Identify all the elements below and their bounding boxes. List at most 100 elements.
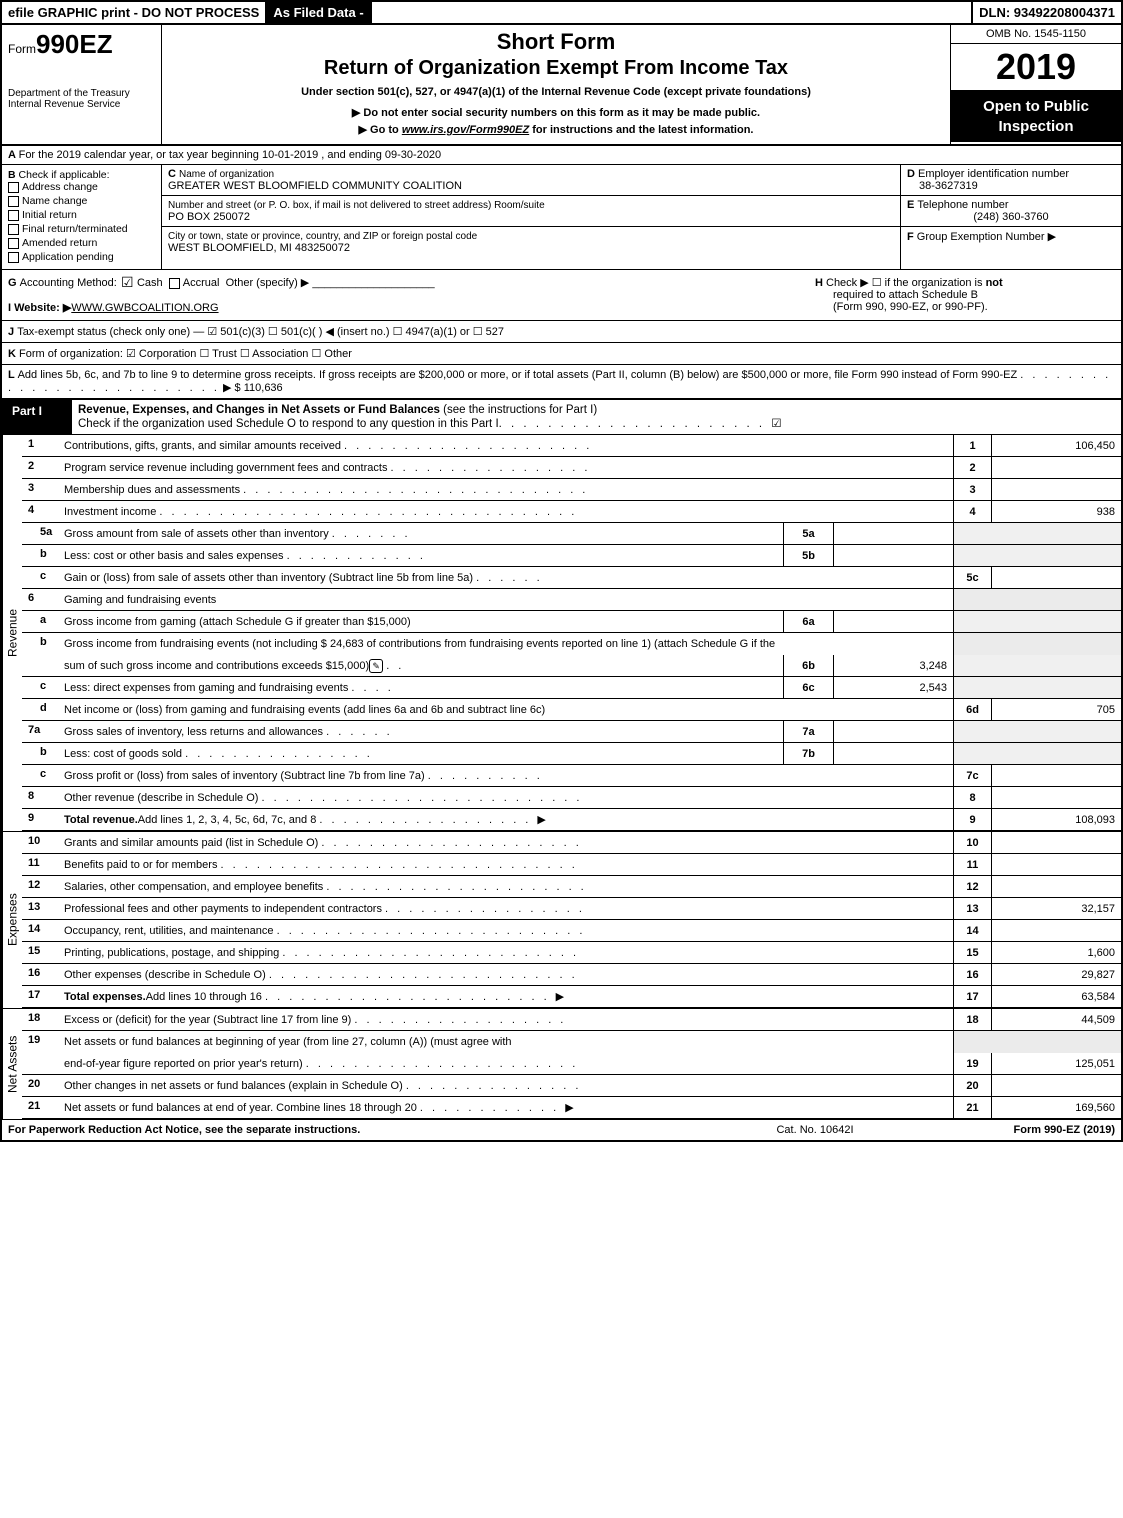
netassets-label: Net Assets bbox=[2, 1009, 22, 1119]
line-b: bLess: cost or other basis and sales exp… bbox=[22, 545, 1121, 567]
row-gh: G Accounting Method: Cash Accrual Other … bbox=[2, 270, 1121, 321]
line-box: 16 bbox=[953, 964, 991, 985]
d-grp-block: F Group Exemption Number ▶ bbox=[901, 227, 1121, 246]
tel: (248) 360-3760 bbox=[907, 211, 1115, 223]
line-19: 19Net assets or fund balances at beginni… bbox=[22, 1031, 1121, 1053]
line-6: 6Gaming and fundraising events bbox=[22, 589, 1121, 611]
chk-pending[interactable] bbox=[8, 252, 19, 263]
title-short-form: Short Form bbox=[172, 29, 940, 55]
footer-right: Form 990-EZ (2019) bbox=[915, 1124, 1115, 1136]
d-grp-label: Group Exemption Number ▶ bbox=[917, 231, 1056, 243]
c-name-label: Name of organization bbox=[179, 169, 274, 180]
h-text2: required to attach Schedule B bbox=[815, 289, 978, 301]
part1-label: Part I bbox=[2, 400, 72, 434]
line-num: 21 bbox=[22, 1097, 60, 1118]
line-num: b bbox=[22, 545, 60, 566]
chk-name[interactable] bbox=[8, 196, 19, 207]
line-box: 15 bbox=[953, 942, 991, 963]
line-val: 44,509 bbox=[991, 1009, 1121, 1030]
line-text: Contributions, gifts, grants, and simila… bbox=[60, 435, 953, 456]
b-item-4: Amended return bbox=[22, 237, 97, 249]
chk-final[interactable] bbox=[8, 224, 19, 235]
line-8: 8Other revenue (describe in Schedule O) … bbox=[22, 787, 1121, 809]
asfiled-label: As Filed Data - bbox=[267, 2, 371, 23]
line-text: Excess or (deficit) for the year (Subtra… bbox=[60, 1009, 953, 1030]
line-num bbox=[22, 1053, 60, 1074]
d-ein-label: Employer identification number bbox=[918, 168, 1069, 180]
website-url[interactable]: WWW.GWBCOALITION.ORG bbox=[71, 302, 218, 314]
line-box: 4 bbox=[953, 501, 991, 522]
line-num: 20 bbox=[22, 1075, 60, 1096]
line-text: Less: cost of goods sold . . . . . . . .… bbox=[60, 743, 783, 764]
line-text: Other expenses (describe in Schedule O) … bbox=[60, 964, 953, 985]
line-box: 5c bbox=[953, 567, 991, 588]
line-12: 12Salaries, other compensation, and empl… bbox=[22, 876, 1121, 898]
part1-desc: Revenue, Expenses, and Changes in Net As… bbox=[72, 400, 1121, 434]
topbar-fill bbox=[372, 2, 973, 23]
chk-amended[interactable] bbox=[8, 238, 19, 249]
c-name-block: C Name of organization GREATER WEST BLOO… bbox=[162, 165, 900, 196]
inner-box: 7b bbox=[783, 743, 833, 764]
line-val bbox=[991, 1075, 1121, 1096]
line-21: 21Net assets or fund balances at end of … bbox=[22, 1097, 1121, 1119]
chk-address[interactable] bbox=[8, 182, 19, 193]
revenue-section: Revenue 1Contributions, gifts, grants, a… bbox=[2, 435, 1121, 831]
chk-cash[interactable] bbox=[123, 278, 134, 289]
form-page: efile GRAPHIC print - DO NOT PROCESS As … bbox=[0, 0, 1123, 1142]
line-val: 108,093 bbox=[991, 809, 1121, 830]
line-b: bGross income from fundraising events (n… bbox=[22, 633, 1121, 655]
line-text: Benefits paid to or for members . . . . … bbox=[60, 854, 953, 875]
line-num: 12 bbox=[22, 876, 60, 897]
goto-link[interactable]: www.irs.gov/Form990EZ bbox=[402, 124, 529, 136]
netassets-section: Net Assets 18Excess or (deficit) for the… bbox=[2, 1008, 1121, 1119]
org-name: GREATER WEST BLOOMFIELD COMMUNITY COALIT… bbox=[168, 180, 462, 192]
line-val bbox=[991, 457, 1121, 478]
inner-box: 5b bbox=[783, 545, 833, 566]
line-num: 13 bbox=[22, 898, 60, 919]
chk-accrual[interactable] bbox=[169, 278, 180, 289]
line-text: Net assets or fund balances at end of ye… bbox=[60, 1097, 953, 1118]
line-val: 106,450 bbox=[991, 435, 1121, 456]
line-val: 1,600 bbox=[991, 942, 1121, 963]
h-text3: (Form 990, 990-EZ, or 990-PF). bbox=[815, 301, 988, 313]
c-city-label: City or town, state or province, country… bbox=[168, 231, 477, 242]
dln-label: DLN: 93492208004371 bbox=[973, 2, 1121, 23]
inspection-1: Open to Public bbox=[955, 97, 1117, 117]
line-b: bLess: cost of goods sold . . . . . . . … bbox=[22, 743, 1121, 765]
line-val: 705 bbox=[991, 699, 1121, 720]
line-17: 17Total expenses. Add lines 10 through 1… bbox=[22, 986, 1121, 1008]
inner-val bbox=[833, 721, 953, 742]
line-11: 11Benefits paid to or for members . . . … bbox=[22, 854, 1121, 876]
line-text: Occupancy, rent, utilities, and maintena… bbox=[60, 920, 953, 941]
footer: For Paperwork Reduction Act Notice, see … bbox=[2, 1119, 1121, 1140]
b-item-1: Name change bbox=[22, 195, 87, 207]
gray-fill bbox=[953, 633, 1121, 655]
row-h: H Check ▶ ☐ if the organization is not r… bbox=[815, 276, 1115, 314]
part1-title: Revenue, Expenses, and Changes in Net As… bbox=[78, 404, 440, 416]
b-item-2: Initial return bbox=[22, 209, 77, 221]
line-box: 11 bbox=[953, 854, 991, 875]
revenue-label: Revenue bbox=[2, 435, 22, 831]
line-3: 3Membership dues and assessments . . . .… bbox=[22, 479, 1121, 501]
form-prefix: Form bbox=[8, 42, 36, 56]
line-val bbox=[991, 567, 1121, 588]
row-j: J Tax-exempt status (check only one) — ☑… bbox=[2, 321, 1121, 343]
inner-val bbox=[833, 523, 953, 544]
part1-header: Part I Revenue, Expenses, and Changes in… bbox=[2, 400, 1121, 435]
line-num: a bbox=[22, 611, 60, 632]
line-box: 13 bbox=[953, 898, 991, 919]
line-box: 12 bbox=[953, 876, 991, 897]
g-cash: Cash bbox=[137, 277, 163, 289]
gray-fill bbox=[953, 1031, 1121, 1053]
line-val bbox=[991, 479, 1121, 500]
gray-fill bbox=[953, 721, 1121, 742]
g-label: Accounting Method: bbox=[20, 277, 117, 289]
chk-initial[interactable] bbox=[8, 210, 19, 221]
line-18: 18Excess or (deficit) for the year (Subt… bbox=[22, 1009, 1121, 1031]
gray-fill bbox=[953, 655, 1121, 676]
gray-fill bbox=[953, 611, 1121, 632]
arrow-ssn: ▶ Do not enter social security numbers o… bbox=[172, 106, 940, 119]
expenses-section: Expenses 10Grants and similar amounts pa… bbox=[2, 831, 1121, 1008]
line-num: b bbox=[22, 633, 60, 655]
row-a: A For the 2019 calendar year, or tax yea… bbox=[2, 146, 1121, 165]
